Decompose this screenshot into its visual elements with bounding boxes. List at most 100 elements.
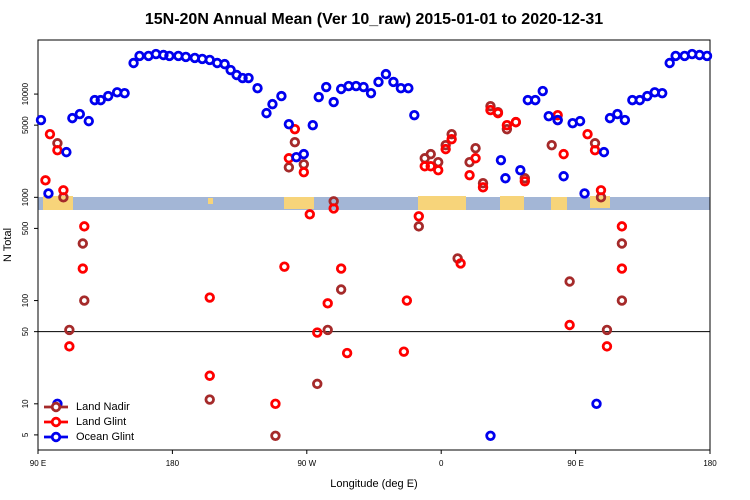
point <box>58 185 69 196</box>
legend-label: Ocean Glint <box>76 431 134 443</box>
point <box>619 114 631 126</box>
point <box>440 139 451 151</box>
point <box>298 148 310 160</box>
legend-marker <box>50 416 62 428</box>
legend-label: Land Nadir <box>76 401 130 413</box>
point <box>225 64 236 76</box>
point <box>164 50 175 62</box>
point <box>119 87 130 99</box>
x-tick-label: 180 <box>166 459 180 468</box>
point <box>134 50 145 62</box>
point <box>485 100 496 112</box>
point <box>519 176 531 187</box>
point <box>657 87 668 99</box>
point <box>413 221 424 232</box>
x-tick-label: 180 <box>703 459 717 468</box>
point <box>237 72 248 84</box>
point <box>501 123 513 135</box>
point <box>464 169 475 181</box>
point <box>413 211 424 222</box>
point <box>477 178 489 189</box>
point <box>328 203 339 214</box>
point <box>510 116 522 128</box>
point <box>276 90 287 102</box>
point <box>321 81 332 93</box>
point <box>61 146 72 158</box>
point <box>492 107 504 119</box>
point <box>616 238 628 249</box>
point <box>79 221 90 232</box>
point <box>595 185 607 196</box>
point <box>616 295 628 306</box>
point <box>328 96 339 108</box>
point <box>446 133 457 145</box>
point <box>485 430 496 442</box>
legend-marker <box>50 431 62 443</box>
point <box>446 128 457 140</box>
point <box>579 188 590 199</box>
point <box>204 292 215 303</box>
point <box>304 209 315 220</box>
point <box>158 49 169 61</box>
x-tick-label: 90 W <box>297 459 316 468</box>
point <box>44 128 56 140</box>
point <box>204 394 215 405</box>
point <box>298 159 310 170</box>
point <box>64 324 75 336</box>
point <box>530 94 541 106</box>
point <box>335 263 347 274</box>
point <box>574 115 586 127</box>
point <box>312 327 323 338</box>
point <box>398 346 410 357</box>
point <box>616 221 628 232</box>
point <box>564 319 575 331</box>
y-tick-label: 100 <box>21 293 30 307</box>
point <box>252 82 263 94</box>
point <box>365 87 377 99</box>
plot-frame <box>37 39 711 451</box>
point <box>664 57 675 69</box>
point <box>612 108 623 120</box>
point <box>552 114 563 126</box>
point <box>180 51 192 63</box>
point <box>591 398 602 410</box>
point <box>102 90 114 102</box>
point <box>89 94 100 106</box>
point <box>455 258 466 269</box>
point <box>270 398 281 410</box>
point <box>307 119 318 131</box>
y-tick-label: 1000 <box>21 188 30 206</box>
y-tick-label: 500 <box>21 221 30 235</box>
point <box>341 347 353 359</box>
point <box>77 238 88 249</box>
point <box>419 161 430 172</box>
point <box>380 68 392 80</box>
point <box>77 263 88 274</box>
x-tick-label: 90 E <box>567 459 583 468</box>
y-axis-label: N Total <box>2 228 14 262</box>
point <box>470 153 481 164</box>
point <box>552 109 563 121</box>
point <box>67 112 78 124</box>
point <box>598 146 610 158</box>
point <box>601 324 613 336</box>
chart-title: 15N-20N Annual Mean (Ver 10_raw) 2015-01… <box>145 11 603 28</box>
point <box>335 284 347 295</box>
point <box>289 136 301 148</box>
point <box>477 182 489 193</box>
point <box>267 98 278 110</box>
point <box>79 295 90 306</box>
point <box>537 85 548 97</box>
point <box>616 263 628 274</box>
point <box>204 370 215 381</box>
point <box>564 276 575 287</box>
point <box>298 167 310 178</box>
point <box>283 162 295 173</box>
legend-marker <box>50 401 62 413</box>
point <box>95 94 106 106</box>
point <box>495 154 507 166</box>
point <box>128 57 139 69</box>
point <box>558 171 569 182</box>
point <box>64 341 75 352</box>
